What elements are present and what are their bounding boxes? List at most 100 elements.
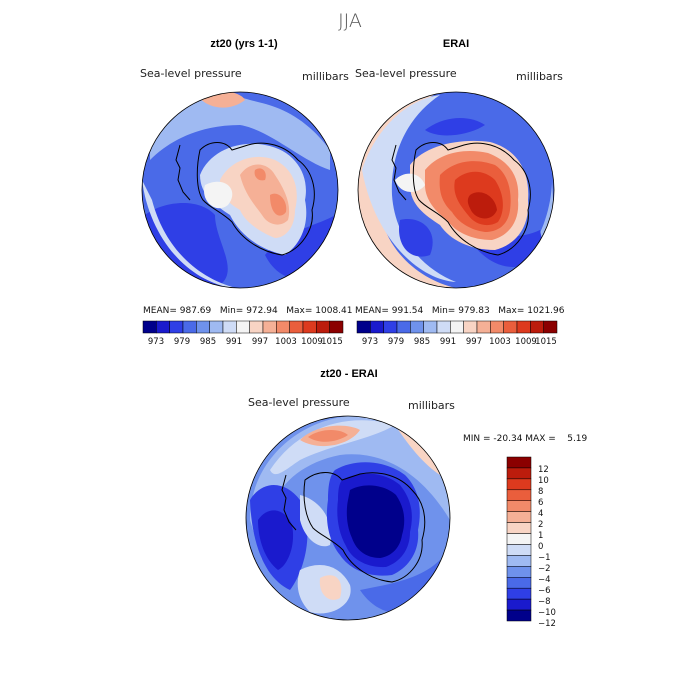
colorbar-swatch	[396, 320, 411, 334]
colorbar-swatch	[142, 320, 157, 334]
right-stats: MEAN= 991.54 Min= 979.83 Max= 1021.96	[355, 306, 565, 316]
right-cbar-tick: 997	[466, 337, 482, 347]
difference-units-label: millibars	[408, 399, 455, 412]
right-cbar-tick: 979	[388, 337, 404, 347]
colorbar-swatch	[506, 500, 532, 512]
colorbar-swatch	[506, 555, 532, 567]
colorbar-swatch	[423, 320, 438, 334]
colorbar-swatch	[209, 320, 224, 334]
difference-map	[246, 416, 450, 620]
colorbar-swatch	[196, 320, 210, 334]
left-cbar-tick: 997	[252, 337, 268, 347]
right-cbar-tick: 985	[414, 337, 430, 347]
colorbar-swatch	[169, 320, 184, 334]
diff-cbar-tick: 1	[538, 531, 543, 541]
colorbar-swatch	[506, 522, 532, 534]
difference-variable-label: Sea-level pressure	[248, 396, 350, 409]
diff-cbar-tick: 10	[538, 476, 549, 486]
diff-cbar-tick: 2	[538, 520, 543, 530]
colorbar-swatch	[506, 577, 532, 589]
colorbar-swatch	[289, 320, 304, 334]
colorbar-swatch	[506, 587, 532, 600]
page-title: JJA	[338, 10, 362, 32]
diff-cbar-tick: −8	[538, 597, 551, 607]
difference-colorbar	[506, 456, 532, 622]
colorbar-swatch	[463, 320, 478, 334]
left-panel-title: zt20 (yrs 1-1)	[210, 38, 278, 50]
right-units-label: millibars	[516, 70, 563, 83]
colorbar-swatch	[450, 320, 464, 334]
left-cbar-tick: 1015	[321, 337, 343, 347]
left-cbar-tick: 979	[174, 337, 190, 347]
right-cbar-tick: 1015	[535, 337, 557, 347]
difference-stats: MIN = -20.34 MAX = 5.19	[463, 434, 588, 444]
colorbar-swatch	[506, 456, 532, 469]
left-colorbar	[142, 320, 344, 334]
colorbar-swatch	[543, 320, 558, 334]
right-panel-title: ERAI	[443, 38, 469, 50]
diff-cbar-tick: 6	[538, 498, 543, 508]
diff-cbar-tick: −1	[538, 553, 551, 563]
left-stats: MEAN= 987.69 Min= 972.94 Max= 1008.41	[143, 306, 353, 316]
colorbar-swatch	[383, 320, 398, 334]
difference-panel: zt20 - ERAI Sea-level pressure millibars…	[245, 368, 588, 629]
colorbar-swatch	[316, 320, 330, 334]
left-map-border	[141, 91, 339, 289]
colorbar-swatch	[222, 320, 237, 334]
right-cbar-tick: 1009	[515, 337, 537, 347]
colorbar-swatch	[516, 320, 531, 334]
right-cbar-tick: 1003	[489, 337, 511, 347]
colorbar-swatch	[506, 544, 532, 556]
colorbar-swatch	[506, 566, 532, 578]
colorbar-swatch	[249, 320, 264, 334]
right-map-border	[357, 91, 555, 289]
right-colorbar-ticks: 973 979 985 991 997 1003 1009 1015	[362, 337, 557, 347]
right-cbar-tick: 973	[362, 337, 378, 347]
colorbar-swatch	[506, 478, 532, 491]
colorbar-swatch	[356, 320, 371, 334]
colorbar-swatch	[506, 511, 532, 523]
diff-cbar-tick: −6	[538, 586, 551, 596]
left-map	[142, 92, 338, 288]
diff-cbar-tick: 4	[538, 509, 543, 519]
colorbar-swatch	[236, 320, 250, 334]
diff-cbar-tick: −2	[538, 564, 551, 574]
left-cbar-tick: 991	[226, 337, 242, 347]
colorbar-swatch	[436, 320, 451, 334]
colorbar-swatch	[262, 320, 277, 334]
left-cbar-tick: 1009	[301, 337, 323, 347]
colorbar-swatch	[302, 320, 317, 334]
difference-panel-title: zt20 - ERAI	[320, 368, 377, 380]
difference-colorbar-ticks: 12 10 8 6 4 2 1 0 −1 −2 −4 −6 −8 −10 −12	[538, 465, 556, 629]
colorbar-swatch	[506, 533, 532, 545]
diff-cbar-tick: −4	[538, 575, 551, 585]
diff-cbar-tick: −12	[538, 619, 556, 629]
left-units-label: millibars	[302, 70, 349, 83]
colorbar-swatch	[329, 320, 344, 334]
diff-cbar-tick: 12	[538, 465, 549, 475]
colorbar-swatch	[476, 320, 491, 334]
colorbar-swatch	[503, 320, 518, 334]
diff-cbar-tick: 0	[538, 542, 543, 552]
left-panel: zt20 (yrs 1-1) Sea-level pressure millib…	[140, 38, 353, 347]
right-cbar-tick: 991	[440, 337, 456, 347]
left-cbar-tick: 973	[148, 337, 164, 347]
difference-map-border	[245, 415, 451, 621]
colorbar-swatch	[370, 320, 384, 334]
right-variable-label: Sea-level pressure	[355, 67, 457, 80]
colorbar-swatch	[276, 320, 290, 334]
colorbar-swatch	[530, 320, 544, 334]
colorbar-swatch	[490, 320, 504, 334]
colorbar-swatch	[506, 467, 532, 480]
diff-cbar-tick: 8	[538, 487, 543, 497]
diff-cbar-tick: −10	[538, 608, 556, 618]
colorbar-swatch	[156, 320, 170, 334]
left-colorbar-ticks: 973 979 985 991 997 1003 1009 1015	[148, 337, 343, 347]
colorbar-swatch	[506, 598, 532, 611]
colorbar-swatch	[410, 320, 424, 334]
right-panel: ERAI Sea-level pressure millibars MEAN= …	[355, 38, 565, 347]
right-colorbar	[356, 320, 558, 334]
colorbar-swatch	[506, 489, 532, 501]
left-cbar-tick: 1003	[275, 337, 297, 347]
